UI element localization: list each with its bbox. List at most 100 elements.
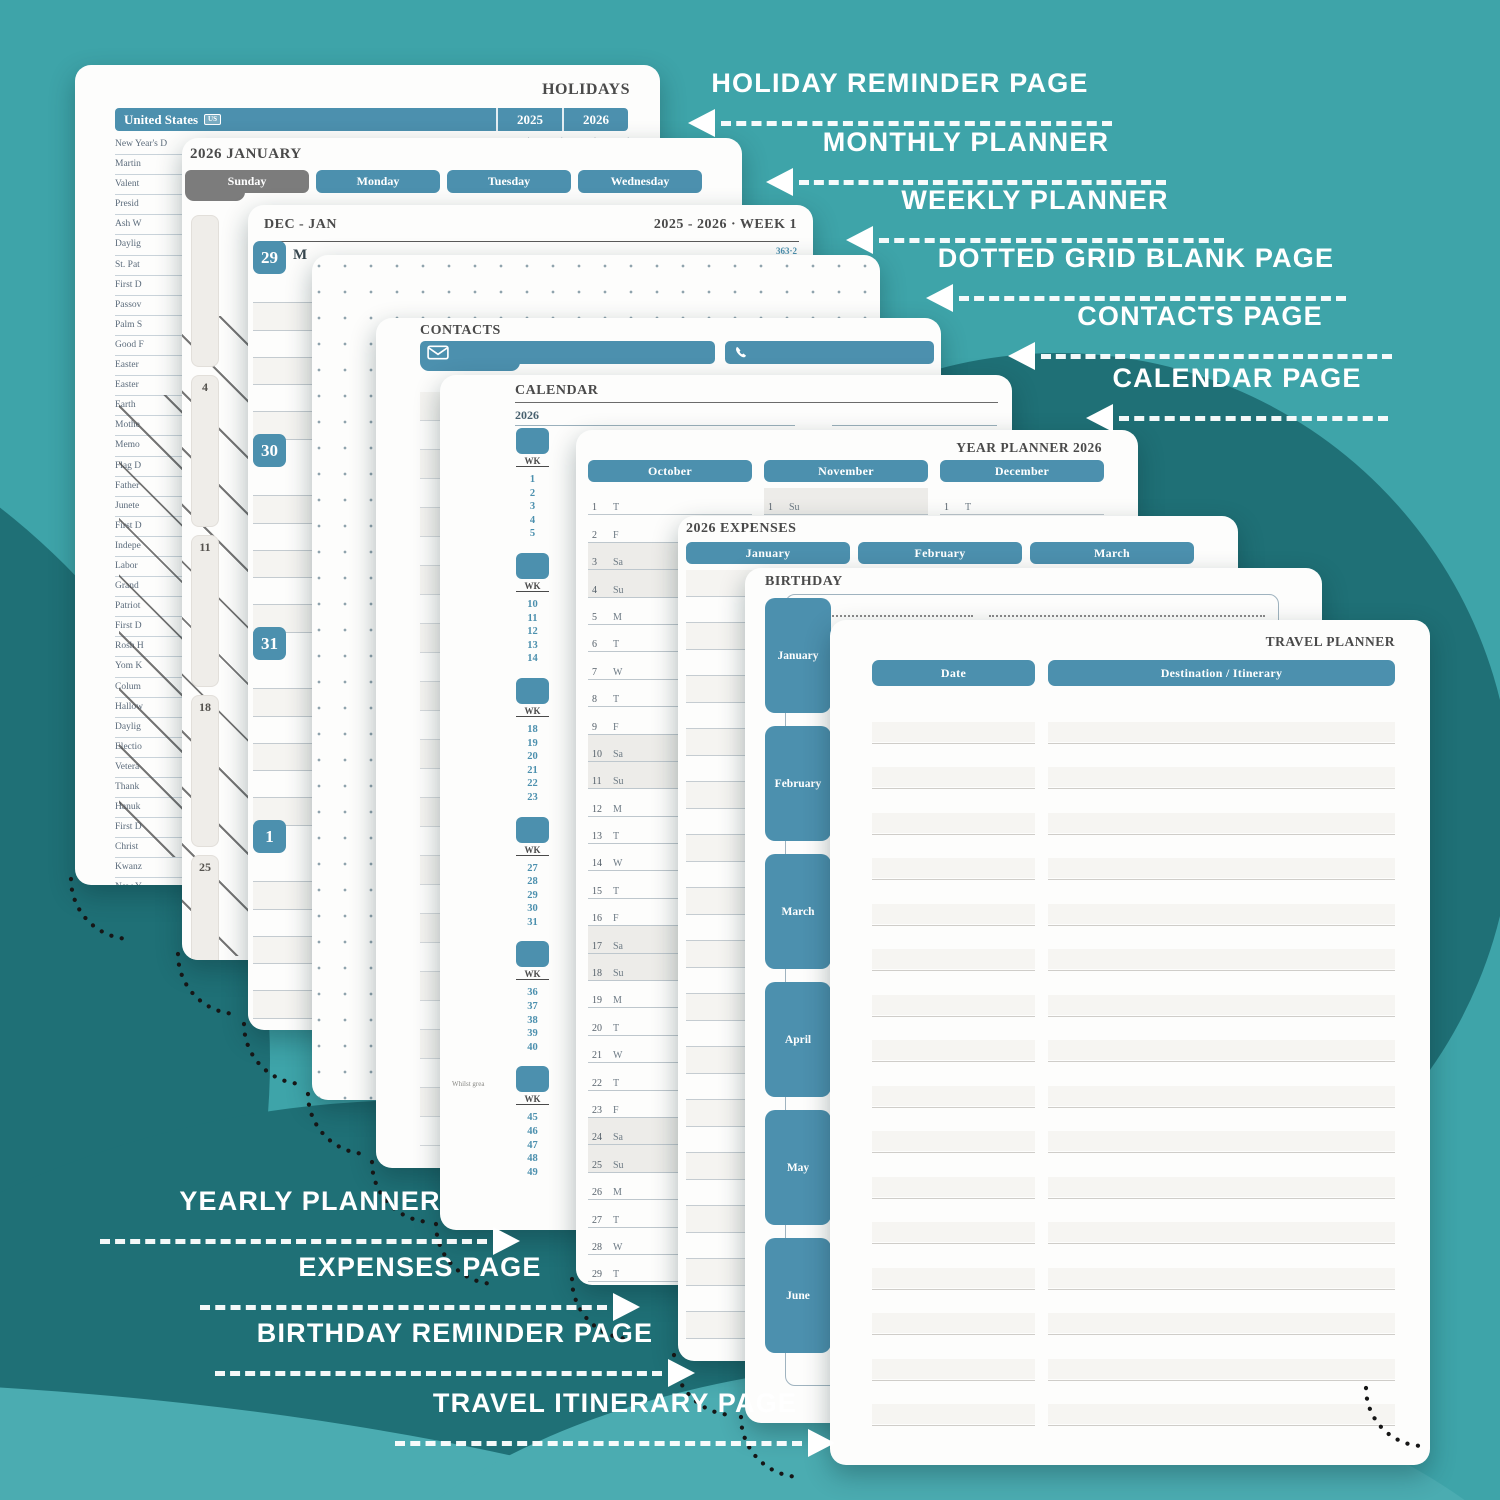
destination-cell: [1048, 926, 1395, 971]
month-header: January: [686, 542, 850, 564]
birthday-title: BIRTHDAY: [765, 574, 843, 589]
wk-label: WK: [516, 579, 549, 592]
month-tab: June: [765, 1238, 831, 1353]
destination-cell: [1048, 1017, 1395, 1062]
day-row: 12 M: [588, 789, 752, 817]
day-number-badge: 29: [253, 241, 286, 274]
contacts-header-bars: [420, 341, 934, 371]
week-numbers: 18 19 20 21 22 23: [527, 723, 538, 803]
week-block: 4: [191, 375, 219, 527]
arrow-right-icon: [808, 1429, 835, 1457]
callout-dotted-grid: DOTTED GRID BLANK PAGE: [926, 243, 1346, 312]
day-row: 16 F: [588, 899, 752, 927]
date-cell: [872, 971, 1035, 1017]
callout-expenses: EXPENSES PAGE: [200, 1252, 640, 1321]
date-cell: [872, 1062, 1035, 1108]
day-row: 23 F: [588, 1091, 752, 1118]
date-cell: [872, 1153, 1035, 1199]
month-tab: April: [765, 982, 831, 1097]
header-rule: [515, 402, 998, 403]
page-curl-arc: [1363, 1385, 1427, 1449]
week-block-badge: [516, 816, 549, 843]
arrow-left-icon: [1086, 404, 1113, 432]
travel-row: [872, 1062, 1395, 1108]
date-cell: [872, 880, 1035, 926]
year-planner-title: YEAR PLANNER 2026: [956, 440, 1102, 455]
month-tab: March: [765, 854, 831, 969]
week-group: WK 36 37 38 39 40: [516, 941, 550, 1054]
holiday-row: Easter: [115, 356, 185, 377]
page-curl-arc: [569, 1276, 635, 1342]
week-group: WK 18 19 20 21 22 23: [516, 677, 550, 805]
holiday-row: St. Pat: [115, 256, 185, 276]
date-cell: [872, 1244, 1035, 1290]
page-curl-arc: [433, 1221, 499, 1287]
destination-cell: [1048, 1244, 1395, 1290]
travel-row: [872, 926, 1395, 971]
day-row: 26 M: [588, 1173, 752, 1201]
calendar-year: 2026: [515, 408, 539, 422]
travel-planner-page: TRAVEL PLANNER Date Destination / Itiner…: [830, 620, 1430, 1465]
wk-label: WK: [516, 704, 549, 717]
header-rule: [262, 241, 799, 242]
destination-cell: [1048, 1290, 1395, 1335]
month-header: February: [858, 542, 1022, 564]
week-number-column: 4 11 18 25: [191, 215, 219, 960]
callout-monthly-planner: MONTHLY PLANNER: [766, 127, 1166, 196]
date-cell: [872, 1199, 1035, 1244]
month-header: October: [588, 460, 752, 482]
travel-row: [872, 744, 1395, 789]
callout-contacts: CONTACTS PAGE: [1008, 301, 1392, 370]
date-cell: [872, 744, 1035, 789]
week-block: [191, 215, 219, 367]
date-cell: [872, 1017, 1035, 1062]
holiday-row: Daylig: [115, 235, 185, 256]
header-line: [515, 425, 795, 426]
day-row: 28 W: [588, 1228, 752, 1255]
destination-column-header: Destination / Itinerary: [1048, 660, 1395, 686]
week-block: 25: [191, 855, 219, 960]
weekday-header: Sunday: [185, 170, 309, 201]
week-block: 11: [191, 535, 219, 687]
contacts-title: CONTACTS: [420, 323, 501, 338]
destination-cell: [1048, 835, 1395, 880]
destination-cell: [1048, 1381, 1395, 1426]
day-number-badge: 30: [253, 434, 286, 467]
holiday-row: Easter: [115, 376, 185, 397]
holiday-row: Valent: [115, 175, 185, 196]
date-cell: [872, 1290, 1035, 1335]
wk-label: WK: [516, 843, 549, 856]
holiday-row: Passov: [115, 296, 185, 316]
holiday-row: Good F: [115, 336, 185, 357]
date-cell: [872, 835, 1035, 880]
date-cell: [872, 1335, 1035, 1381]
country-label: United States US: [115, 112, 496, 128]
travel-row: [872, 1108, 1395, 1153]
date-cell: [872, 1108, 1035, 1153]
holiday-row: Martin: [115, 155, 185, 176]
footnote: Whilst grea: [452, 1080, 485, 1088]
page-curl-arc: [369, 1159, 435, 1225]
expenses-title: 2026 EXPENSES: [686, 521, 797, 536]
holiday-row: Kwanz: [115, 858, 185, 879]
day-name: M: [293, 247, 308, 263]
page-curl-arc: [68, 876, 134, 942]
destination-cell: [1048, 789, 1395, 835]
travel-rows: [872, 698, 1395, 1426]
travel-row: [872, 1153, 1395, 1199]
callout-calendar: CALENDAR PAGE: [1086, 363, 1388, 432]
page-curl-arc: [175, 951, 241, 1017]
arrow-right-icon: [613, 1293, 640, 1321]
callout-weekly-planner: WEEKLY PLANNER: [846, 185, 1224, 254]
week-block-badge: [516, 941, 549, 968]
callout-yearly-planner: YEARLY PLANNER: [100, 1186, 520, 1255]
weekday-header: Tuesday: [447, 170, 571, 193]
day-number-badge: 1: [253, 820, 286, 853]
page-curl-arc: [738, 1414, 804, 1480]
day-number-badge: 31: [253, 627, 286, 660]
envelope-icon: [427, 345, 449, 360]
